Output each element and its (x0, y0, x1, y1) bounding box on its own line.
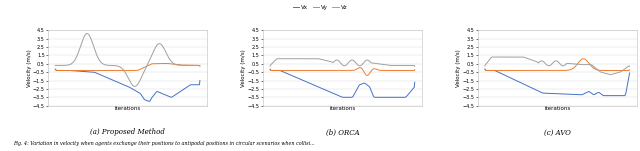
Text: (c) AVO: (c) AVO (544, 128, 571, 136)
X-axis label: Iterations: Iterations (115, 106, 141, 111)
Y-axis label: Velocity (m/s): Velocity (m/s) (26, 49, 31, 87)
X-axis label: Iterations: Iterations (544, 106, 570, 111)
Y-axis label: Velocity (m/s): Velocity (m/s) (241, 49, 246, 87)
Legend: Vx, Vy, Vz: Vx, Vy, Vz (291, 3, 349, 12)
X-axis label: Iterations: Iterations (329, 106, 356, 111)
Text: (b) ORCA: (b) ORCA (326, 128, 359, 136)
Y-axis label: Velocity (m/s): Velocity (m/s) (456, 49, 461, 87)
Text: Fig. 4: Variation in velocity when agents exchange their positions to antipodal : Fig. 4: Variation in velocity when agent… (13, 141, 314, 146)
Text: (a) Proposed Method: (a) Proposed Method (90, 128, 165, 136)
